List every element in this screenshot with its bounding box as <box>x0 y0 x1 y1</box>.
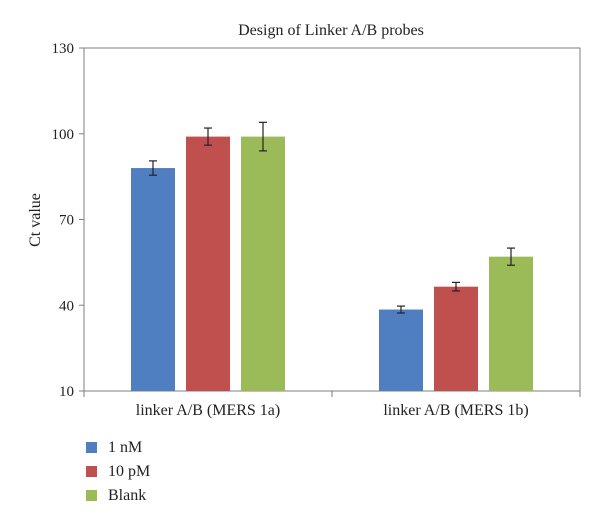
bar <box>241 136 285 391</box>
bar <box>434 286 478 391</box>
legend-label: 10 pM <box>108 463 150 480</box>
y-tick-label: 130 <box>52 41 75 57</box>
chart-title: Design of Linker A/B probes <box>238 22 424 39</box>
x-category-label: linker A/B (MERS 1a) <box>136 402 280 419</box>
bar <box>379 309 423 391</box>
legend-swatch <box>86 442 97 453</box>
bar <box>186 136 230 391</box>
bar <box>489 256 533 391</box>
legend: 1 nM 10 pM Blank <box>86 439 150 504</box>
y-tick-label: 100 <box>52 127 75 143</box>
legend-label: 1 nM <box>108 439 142 456</box>
legend-swatch <box>86 490 97 501</box>
legend-label: Blank <box>108 487 146 504</box>
y-axis-label: Ct value <box>27 193 44 247</box>
bar <box>131 168 175 391</box>
y-tick-label: 10 <box>59 384 74 400</box>
y-tick-label: 70 <box>59 213 74 229</box>
plot-area: 10 40 70 100 130 linker A/B (MERS 1a) linker A… <box>52 41 581 419</box>
x-category-label: linker A/B (MERS 1b) <box>383 402 528 419</box>
legend-swatch <box>86 466 97 477</box>
y-tick-label: 40 <box>59 298 74 314</box>
